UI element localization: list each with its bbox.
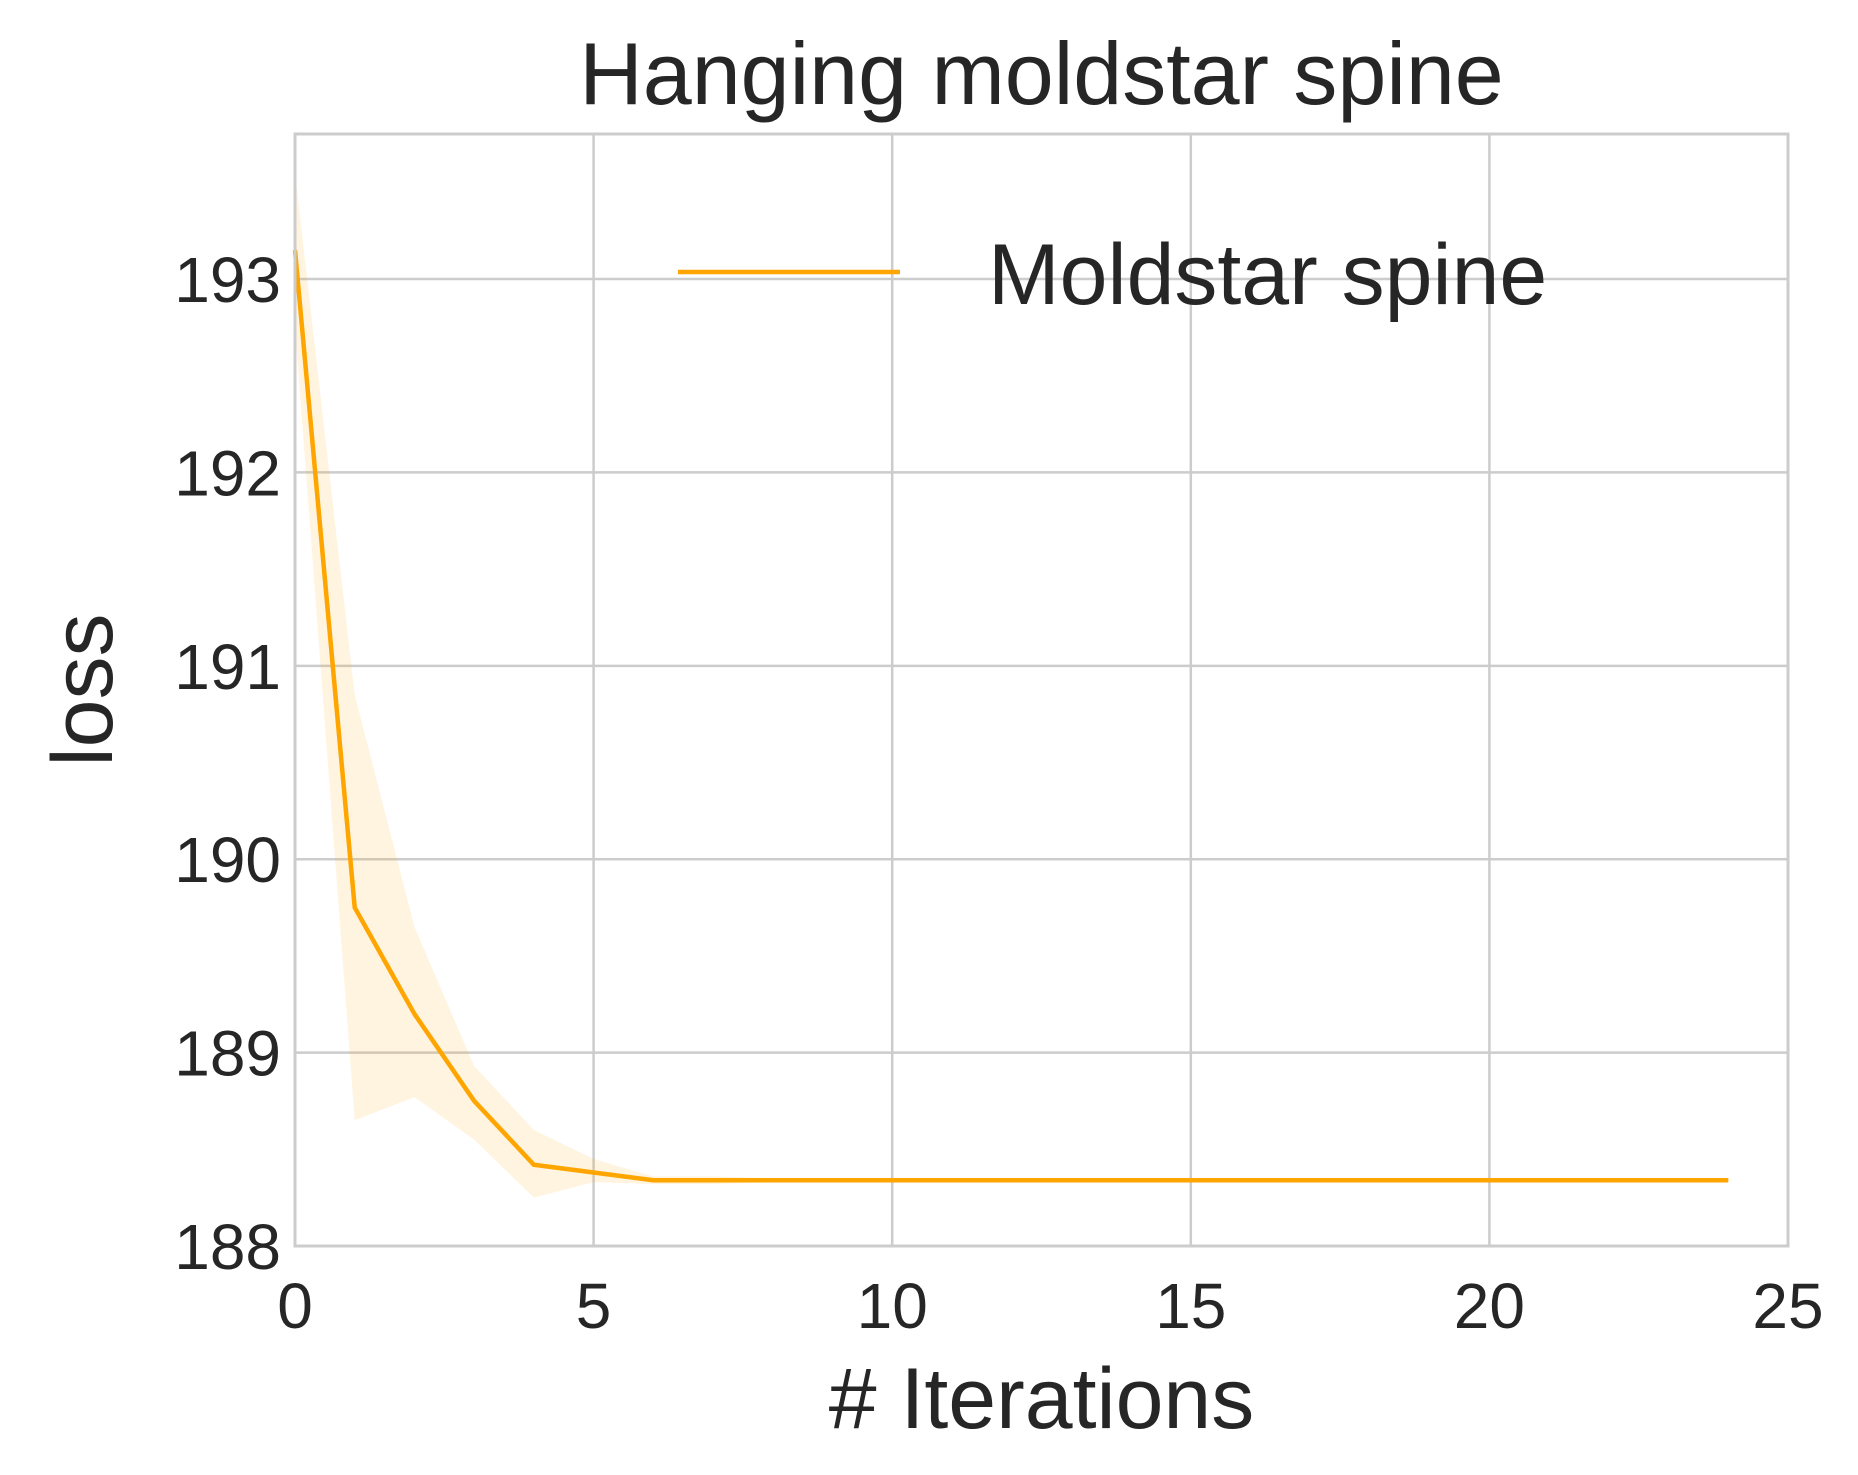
y-tick-label: 189 — [174, 1018, 281, 1090]
legend-label-moldstar-spine: Moldstar spine — [988, 227, 1547, 323]
grid-lines — [293, 134, 1790, 1248]
series-line — [292, 249, 1729, 1183]
x-tick-label: 15 — [1155, 1270, 1226, 1342]
y-tick-labels: 188 189 190 191 192 193 — [174, 244, 281, 1283]
x-tick-label: 5 — [576, 1270, 612, 1342]
plot-frame — [293, 132, 1790, 1248]
x-tick-label: 20 — [1454, 1270, 1525, 1342]
chart-title: Hanging moldstar spine — [579, 24, 1504, 123]
y-tick-label: 193 — [174, 244, 281, 316]
y-tick-label: 191 — [174, 631, 281, 703]
x-axis-title: # Iterations — [829, 1351, 1254, 1447]
x-tick-label: 25 — [1752, 1270, 1823, 1342]
y-tick-label: 190 — [174, 824, 281, 896]
x-tick-label: 0 — [277, 1270, 313, 1342]
y-axis-title: loss — [35, 614, 131, 767]
x-tick-labels: 0 5 10 15 20 25 — [277, 1270, 1823, 1342]
y-tick-label: 188 — [174, 1211, 281, 1283]
x-tick-label: 10 — [857, 1270, 928, 1342]
series-line-layer — [292, 249, 1729, 1183]
series-confidence-band — [295, 172, 1729, 1198]
legend: Moldstar spine — [678, 227, 1547, 323]
confidence-band-layer — [295, 172, 1729, 1198]
y-tick-label: 192 — [174, 437, 281, 509]
